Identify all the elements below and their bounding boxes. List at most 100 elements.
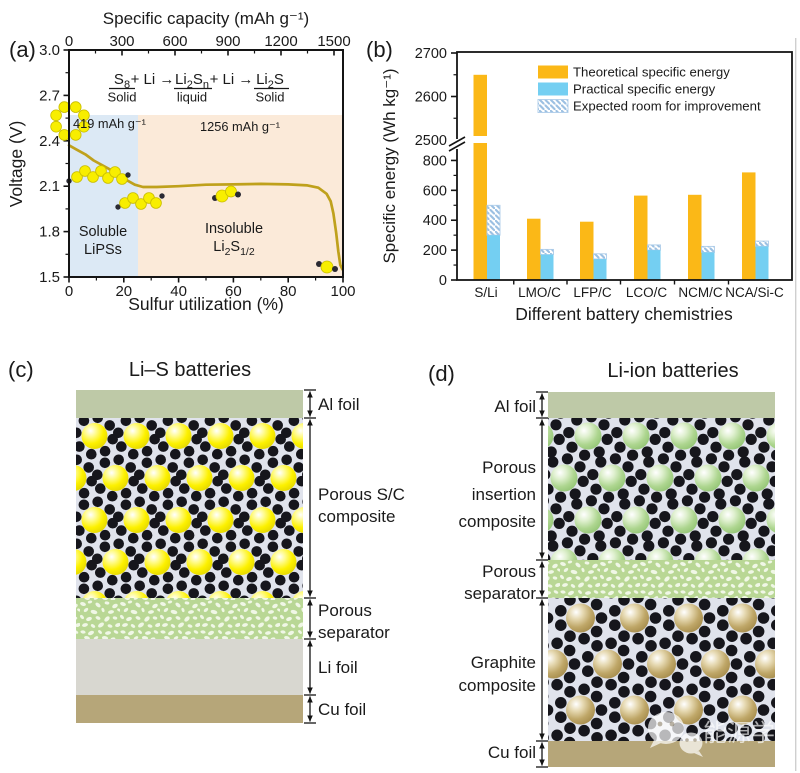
bar-practical-LCO/C xyxy=(647,250,661,280)
sulfur-atom xyxy=(50,109,62,122)
layer-thickness-arrows xyxy=(536,391,548,768)
sulfur-atom xyxy=(69,129,82,141)
equation-term: Li2Sn xyxy=(175,71,209,91)
d-label-insertion-line1: Porous xyxy=(482,458,536,477)
d-label-separator-line1: Porous xyxy=(482,562,536,581)
layer-thickness-arrows xyxy=(304,389,316,724)
s8-ring-molecule xyxy=(50,101,90,141)
arrowhead-down xyxy=(539,410,545,417)
second-plateau-capacity-label: 1256 mAh g⁻¹ xyxy=(200,119,280,134)
figure-right-border xyxy=(795,38,797,771)
panel-b-axis-ticks: S/Li LMO/C LFP/C LCO/C NCM/C NCA/Si-C 0 200 400 6… xyxy=(415,46,784,300)
legend: Theoretical specific energy Practical sp… xyxy=(537,65,761,114)
panel-a-axis-ticks: 0 300 600 900 1200 1500 0 20 40 60 80 100 3.0 2.7 2.4 2… xyxy=(39,33,355,300)
arrowhead-up xyxy=(307,391,313,398)
watermark: 能源学人 xyxy=(648,712,799,757)
category-label-LMO/C: LMO/C xyxy=(518,285,561,300)
panel-c-tag: (c) xyxy=(8,357,34,382)
equation-operator: + Li → xyxy=(131,71,175,88)
panel-b-specific-energy-chart: (b) S/Li LMO/C LFP/C LCO/C NCM/C NCA/Si-C 0 200… xyxy=(366,37,793,324)
arrowhead-down xyxy=(539,759,545,766)
soluble-region-label-line1: Soluble xyxy=(79,224,127,240)
legend-swatch-practical xyxy=(538,82,568,96)
panel-c-layer-labels: Al foil Porous S/C composite Porous sepa… xyxy=(318,395,405,719)
sulfur-atom xyxy=(69,101,82,113)
soluble-lipss-region xyxy=(69,115,138,277)
panel-d-tag: (d) xyxy=(428,361,455,386)
equation-operator: + Li → xyxy=(210,71,254,88)
insoluble-region-label-line1: Insoluble xyxy=(205,221,263,237)
sulfur-atom xyxy=(150,197,162,209)
d-label-separator-line2: separator xyxy=(464,584,536,603)
equation-term: Li2S xyxy=(256,71,284,91)
y-axis-tick-label: 600 xyxy=(423,183,447,199)
li-atom xyxy=(125,172,131,178)
left-axis-tick-label: 2.4 xyxy=(39,133,60,150)
b-y-axis-title: Specific energy (Wh kg⁻¹) xyxy=(380,68,399,263)
bar-improvement-NCA/Si-C xyxy=(755,240,769,247)
sulfur-atom xyxy=(71,171,83,183)
panel-d-layer-labels: Al foil Porous insertion composite Porou… xyxy=(459,397,537,762)
short-polysulfide-chain-molecule xyxy=(115,192,165,210)
left-axis-tick-label: 2.7 xyxy=(39,87,60,104)
panel-a-tag: (a) xyxy=(9,37,36,62)
top-axis-tick-label: 1200 xyxy=(264,33,297,50)
y-axis-tick-label: 800 xyxy=(423,153,447,169)
cu-foil-layer xyxy=(548,741,775,767)
bar-theoretical-NCA/Si-C xyxy=(742,172,756,280)
d-label-graphite-line1: Graphite xyxy=(471,653,536,672)
c-label-li-foil: Li foil xyxy=(318,658,358,677)
sulfur-atom xyxy=(116,173,128,185)
y-axis-break-marks xyxy=(448,136,466,152)
liion-cell-stack xyxy=(548,392,775,767)
axis-break-mask xyxy=(448,139,465,149)
y-axis-tick-label: 2600 xyxy=(415,90,447,106)
b-x-axis-title: Different battery chemistries xyxy=(515,304,733,324)
bottom-axis-tick-label: 20 xyxy=(115,283,132,300)
legend-swatch-theoretical xyxy=(538,65,568,79)
sulfur-atom xyxy=(87,171,99,183)
top-axis-title: Specific capacity (mAh g⁻¹) xyxy=(103,9,309,28)
bottom-axis-title: Sulfur utilization (%) xyxy=(128,294,284,314)
d-label-cu-foil: Cu foil xyxy=(488,743,536,762)
bar-practical-LMO/C xyxy=(540,254,554,280)
bar-theoretical-LFP/C xyxy=(580,221,594,280)
sulfur-atom xyxy=(127,192,139,204)
left-axis-tick-label: 2.1 xyxy=(39,178,60,195)
equation-state-label: Solid xyxy=(256,90,285,105)
sulfur-atom xyxy=(225,185,237,198)
category-label-LCO/C: LCO/C xyxy=(626,285,668,300)
top-axis-tick-label: 1500 xyxy=(317,33,350,50)
bar-practical-LFP/C xyxy=(593,259,607,280)
panel-c-lis-battery-schematic: (c) Li–S batteries Al foil Porous S/C co… xyxy=(8,357,405,724)
d-label-graphite-line2: composite xyxy=(459,676,536,695)
panel-a-plot-frame xyxy=(68,49,344,278)
arrowhead-down xyxy=(307,687,313,694)
sulfur-atom xyxy=(78,109,90,122)
sulfur-atom xyxy=(50,120,62,133)
y-axis-tick-label: 400 xyxy=(423,213,447,229)
cu-foil-layer xyxy=(76,695,303,723)
bar-theoretical-LCO/C xyxy=(634,195,648,280)
arrowhead-up xyxy=(539,561,545,568)
li2s-molecule xyxy=(316,260,338,274)
c-label-cu-foil: Cu foil xyxy=(318,700,366,719)
li-atom xyxy=(159,193,165,199)
li-atom xyxy=(332,266,338,272)
watermark-text: 能源学人 xyxy=(703,720,799,747)
axis-break-slash xyxy=(448,136,466,147)
d-label-al-foil: Al foil xyxy=(494,397,536,416)
bottom-axis-tick-label: 40 xyxy=(170,283,187,300)
category-label-S/Li: S/Li xyxy=(474,285,497,300)
arrowhead-up xyxy=(307,640,313,647)
arrowhead-down xyxy=(307,410,313,417)
top-axis-tick-label: 300 xyxy=(109,33,134,50)
c-label-separator-line1: Porous xyxy=(318,601,372,620)
li2s2-molecule xyxy=(212,185,241,203)
arrowhead-down xyxy=(307,590,313,597)
left-axis-tick-label: 1.5 xyxy=(39,269,60,286)
category-label-NCM/C: NCM/C xyxy=(678,285,722,300)
y-axis-tick-label: 2500 xyxy=(415,133,447,149)
polysulfide-molecule-illustrations xyxy=(50,101,338,274)
